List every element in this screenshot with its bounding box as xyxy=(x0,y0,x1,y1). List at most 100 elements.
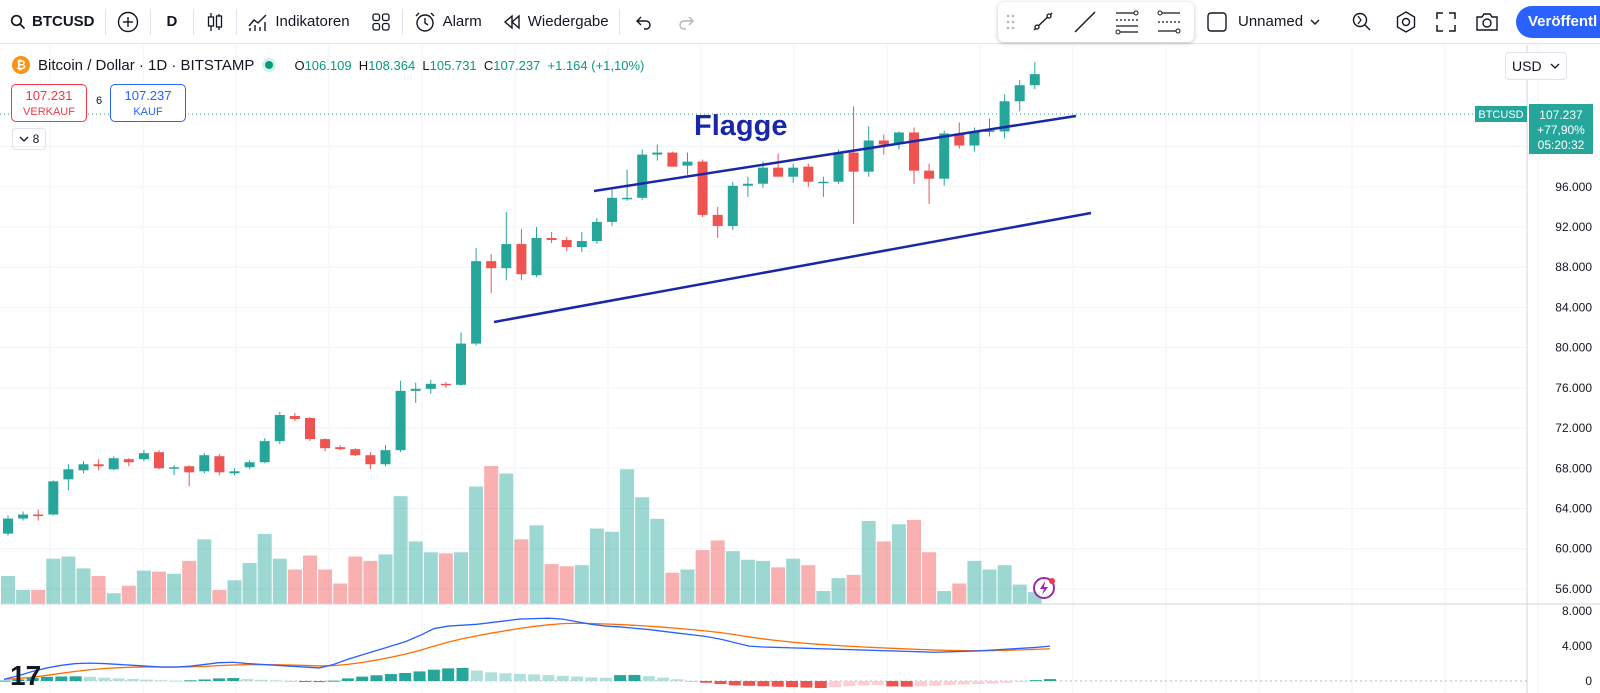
price-tick-label: 56.000 xyxy=(1555,582,1592,596)
candle-body xyxy=(773,167,784,177)
macd-histogram-bar xyxy=(413,671,426,682)
volume-bar xyxy=(499,473,514,604)
volume-bar xyxy=(348,556,363,604)
pitchfork-tool-icon[interactable] xyxy=(1154,7,1184,37)
macd-histogram-bar xyxy=(943,681,956,685)
symbol-search-button[interactable]: BTCUSD xyxy=(0,0,105,44)
fib-tool-icon[interactable] xyxy=(1112,7,1142,37)
candle-body xyxy=(486,261,497,269)
templates-button[interactable] xyxy=(360,0,402,44)
macd-histogram-bar xyxy=(499,673,512,682)
flag-annotation[interactable]: Flagge xyxy=(694,110,787,142)
compare-symbol-button[interactable] xyxy=(106,0,150,44)
currency-label: USD xyxy=(1512,58,1542,74)
search-icon xyxy=(10,14,26,30)
ray-tool-icon[interactable] xyxy=(1070,7,1100,37)
candle-body xyxy=(305,418,315,440)
undo-button[interactable] xyxy=(620,0,668,44)
drag-handle-icon[interactable] xyxy=(1006,13,1016,31)
volume-bar xyxy=(454,552,468,604)
macd-histogram-bar xyxy=(915,681,928,687)
sell-price: 107.231 xyxy=(25,88,73,103)
macd-histogram-bar xyxy=(370,675,383,682)
currency-select[interactable]: USD xyxy=(1505,52,1567,80)
macd-histogram-bar xyxy=(270,680,283,682)
candle-body xyxy=(999,101,1010,132)
volume-bar xyxy=(438,553,453,604)
macd-histogram-bar xyxy=(843,681,856,687)
price-axis[interactable]: 100.00096.00092.00088.00084.00080.00076.… xyxy=(1549,140,1593,596)
candle-body xyxy=(350,449,361,456)
volume-bar xyxy=(76,568,91,604)
trend-line-tool-icon[interactable] xyxy=(1028,7,1058,37)
candle-body xyxy=(893,132,904,144)
volume-bar xyxy=(303,555,317,604)
lightning-badge[interactable] xyxy=(1033,577,1055,599)
fullscreen-button[interactable] xyxy=(1425,0,1467,44)
macd-histogram-bar xyxy=(972,681,985,685)
volume-bar xyxy=(952,583,967,604)
candle-body xyxy=(199,455,210,472)
rectangle-tool-button[interactable] xyxy=(1196,0,1238,44)
symbol-title[interactable]: Bitcoin / Dollar · 1D · BITSTAMP xyxy=(38,56,255,74)
replay-button[interactable]: Wiedergabe xyxy=(492,0,619,44)
macd-histogram-bar xyxy=(298,681,311,683)
volume-bar xyxy=(318,569,333,604)
macd-histogram-bar xyxy=(786,681,799,688)
indicators-count: 8 xyxy=(32,132,40,146)
macd-histogram-bar xyxy=(442,668,455,682)
candle-body xyxy=(758,167,768,184)
candle-body xyxy=(184,466,195,473)
settings-button[interactable] xyxy=(1384,0,1428,44)
undo-icon xyxy=(634,12,654,32)
redo-button[interactable] xyxy=(668,0,704,44)
macd-histogram-bar xyxy=(1015,681,1028,683)
indicators-button[interactable]: Indikatoren xyxy=(237,0,359,44)
redo-icon xyxy=(676,12,696,32)
indicators-icon xyxy=(247,11,269,33)
volume-bar xyxy=(408,541,423,604)
volume-bar xyxy=(1,575,15,604)
grid xyxy=(0,45,1539,693)
volume-bar xyxy=(786,558,801,604)
candle-body xyxy=(667,152,678,167)
quick-search-button[interactable] xyxy=(1340,0,1384,44)
candle-body xyxy=(320,439,331,449)
volume-bar xyxy=(182,560,197,604)
macd-histogram-bar xyxy=(112,678,125,682)
tradingview-logo[interactable]: 17 xyxy=(10,660,41,691)
price-tick-label: 72.000 xyxy=(1555,421,1592,435)
macd-histogram-bar xyxy=(642,676,655,682)
interval-button[interactable]: D xyxy=(151,0,194,44)
macd-histogram-bar xyxy=(1044,679,1056,682)
oscillator-axis[interactable]: 8.000 4.000 0 xyxy=(1562,604,1592,688)
channel-lower-line[interactable] xyxy=(493,211,1092,324)
buy-button[interactable]: 107.237 KAUF xyxy=(110,84,186,122)
macd-histogram-bar xyxy=(83,676,96,682)
sell-button[interactable]: 107.231 VERKAUF xyxy=(11,84,87,122)
volume-bar xyxy=(514,539,529,604)
macd-histogram-bar xyxy=(98,677,111,682)
candle-body xyxy=(607,197,617,222)
chart-type-button[interactable] xyxy=(194,0,236,44)
layout-name-button[interactable]: Unnamed xyxy=(1228,0,1331,44)
macd-histogram-bar xyxy=(700,681,713,683)
flag-channel[interactable] xyxy=(493,114,1092,324)
channel-upper-line[interactable] xyxy=(593,114,1077,193)
chart-area[interactable]: Flagge 100.00096.00092.00088.00084.00080… xyxy=(0,45,1600,693)
volume-bar xyxy=(363,560,378,604)
publish-button[interactable]: Veröffentl xyxy=(1516,6,1600,38)
alarm-button[interactable]: Alarm xyxy=(403,0,492,44)
candle-body xyxy=(969,131,980,146)
candle-body xyxy=(622,197,633,200)
volume-bar xyxy=(801,565,816,604)
indicators-collapse-button[interactable]: 8 xyxy=(12,128,46,150)
volume-bar xyxy=(876,541,891,604)
oscillator-tick-label: 0 xyxy=(1585,674,1592,688)
candle-body xyxy=(742,183,753,186)
price-tag-price: 107.237 xyxy=(1539,108,1583,122)
ohlc-values: O106.109 H108.364 L105.731 C107.237 +1.1… xyxy=(294,57,645,73)
snapshot-button[interactable] xyxy=(1464,0,1510,44)
macd-histogram-bar xyxy=(184,680,197,682)
price-tag-box xyxy=(1529,104,1593,154)
